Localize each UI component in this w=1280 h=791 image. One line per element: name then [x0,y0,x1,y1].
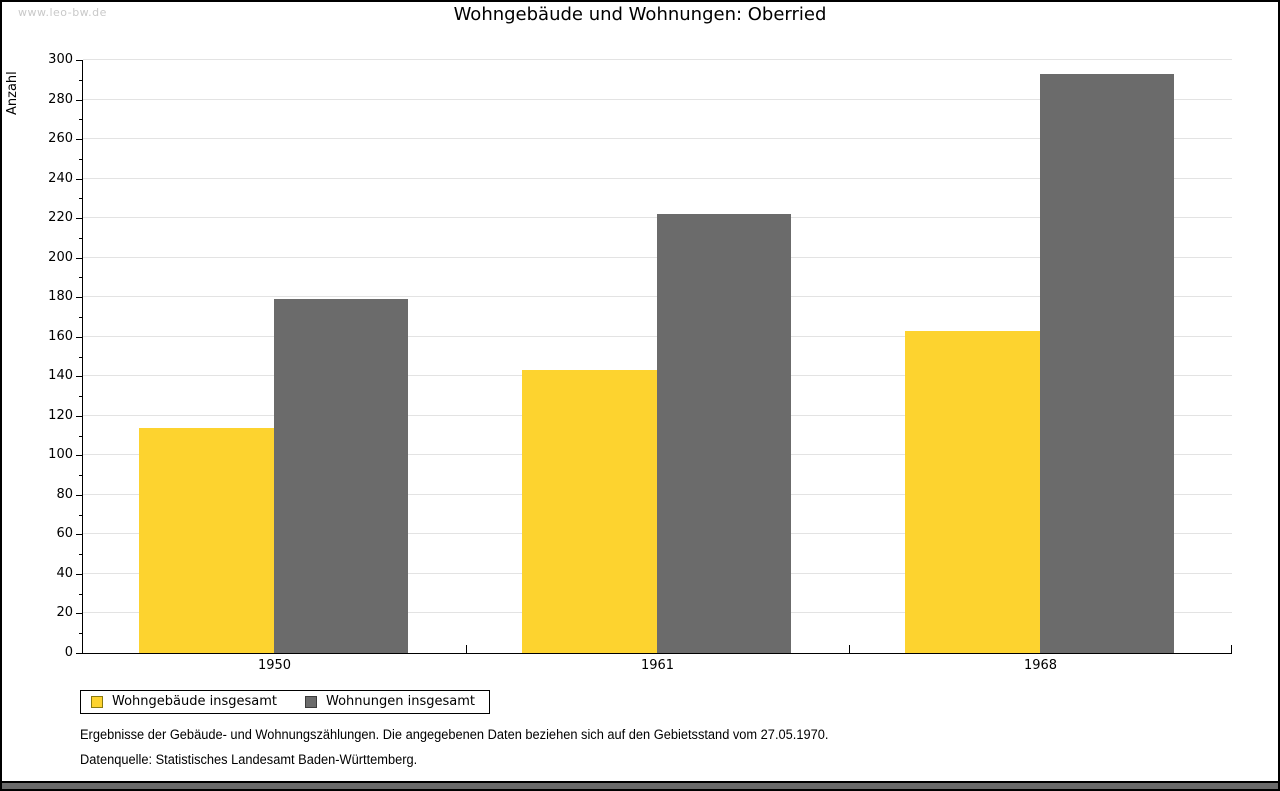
y-axis-tick-140 [76,376,83,378]
y-axis-tick-label-240: 240 [48,170,73,186]
y-axis-tick-100 [76,455,83,457]
y-axis-tick-230 [79,198,83,200]
y-axis-tick-200 [76,257,83,259]
y-axis-tick-240 [76,178,83,180]
y-axis-tick-label-20: 20 [56,605,73,621]
x-axis-category-label-1968: 1968 [1023,658,1058,673]
y-axis-tick-label-220: 220 [48,210,73,226]
y-axis-tick-300 [76,60,83,61]
y-axis-tick-60 [76,534,83,536]
x-axis-boundary-tick-3 [1231,645,1232,653]
y-axis-tick-220 [76,218,83,220]
y-axis-tick-label-40: 40 [56,565,73,581]
y-axis-tick-label-140: 140 [48,368,73,384]
bar-1950-wohnungen [273,299,408,653]
plot-area: 0 20 40 60 80 100 120 140 160 180 200 220 240 260 280 3… [48,52,1232,673]
y-axis-tick-280 [76,99,83,101]
footnote-data-source: Datenquelle: Statistisches Landesamt Bad… [80,752,418,767]
gridline-240 [83,177,1232,179]
legend-swatch-wohnungen [305,696,317,708]
y-axis-tick-270 [79,119,83,121]
legend-label-wohngebaeude: Wohngebäude insgesamt [112,694,277,709]
y-axis-tick-290 [79,79,83,81]
y-axis-tick-label-100: 100 [48,447,73,463]
bar-1961-wohngebaeude [522,370,657,653]
x-axis-boundary-tick-1 [466,645,467,653]
gridline-280 [83,98,1232,100]
gridline-260 [83,138,1232,140]
x-axis-category-label-1961: 1961 [640,658,675,673]
y-axis-tick-210 [79,237,83,239]
y-axis-tick-260 [76,139,83,141]
y-axis-tick-120 [76,415,83,417]
bar-1961-wohnungen [656,214,791,653]
y-axis-tick-80 [76,494,83,496]
y-axis-tick-110 [79,435,83,437]
legend-item-wohngebaeude: Wohngebäude insgesamt [91,695,277,709]
y-axis-tick-160 [76,336,83,338]
bar-1968-wohnungen [1039,73,1174,653]
y-axis-tick-40 [76,573,83,575]
y-axis-tick-170 [79,316,83,318]
y-axis-tick-90 [79,475,83,477]
window-bottom-edge [2,781,1278,789]
legend: Wohngebäude insgesamt Wohnungen insgesamt [80,690,490,714]
y-axis-tick-label-300: 300 [48,52,73,67]
y-axis-tick-30 [79,593,83,595]
gridline-300 [83,59,1232,60]
legend-item-wohnungen: Wohnungen insgesamt [305,695,475,709]
y-axis-tick-20 [76,613,83,615]
y-axis-tick-50 [79,554,83,556]
y-axis-tick-0 [76,653,83,654]
x-axis-boundary-tick-2 [849,645,850,653]
y-axis-tick-10 [79,633,83,635]
y-axis-tick-130 [79,396,83,398]
y-axis-tick-label-200: 200 [48,249,73,265]
x-axis-category-label-1950: 1950 [257,658,292,673]
chart-title: Wohngebäude und Wohnungen: Oberried [453,4,827,25]
y-axis-tick-150 [79,356,83,358]
y-axis-tick-180 [76,297,83,299]
bar-1968-wohngebaeude [905,330,1040,653]
y-axis-tick-250 [79,158,83,160]
y-axis-tick-label-80: 80 [56,486,73,502]
legend-swatch-wohngebaeude [91,696,103,708]
y-axis-tick-70 [79,514,83,516]
y-axis-tick-label-160: 160 [48,328,73,344]
y-axis-tick-label-0: 0 [64,645,73,660]
y-axis-label: Anzahl [5,71,20,115]
footnote-source-note: Ergebnisse der Gebäude- und Wohnungszähl… [80,727,829,742]
y-axis-tick-label-260: 260 [48,131,73,147]
y-axis-tick-label-60: 60 [56,526,73,542]
y-axis-tick-label-120: 120 [48,407,73,423]
y-axis-tick-label-180: 180 [48,289,73,305]
bar-1950-wohngebaeude [139,427,274,653]
y-axis-tick-label-280: 280 [48,91,73,107]
legend-label-wohnungen: Wohnungen insgesamt [326,694,475,709]
y-axis-tick-190 [79,277,83,279]
watermark-url: www.leo-bw.de [18,6,107,19]
